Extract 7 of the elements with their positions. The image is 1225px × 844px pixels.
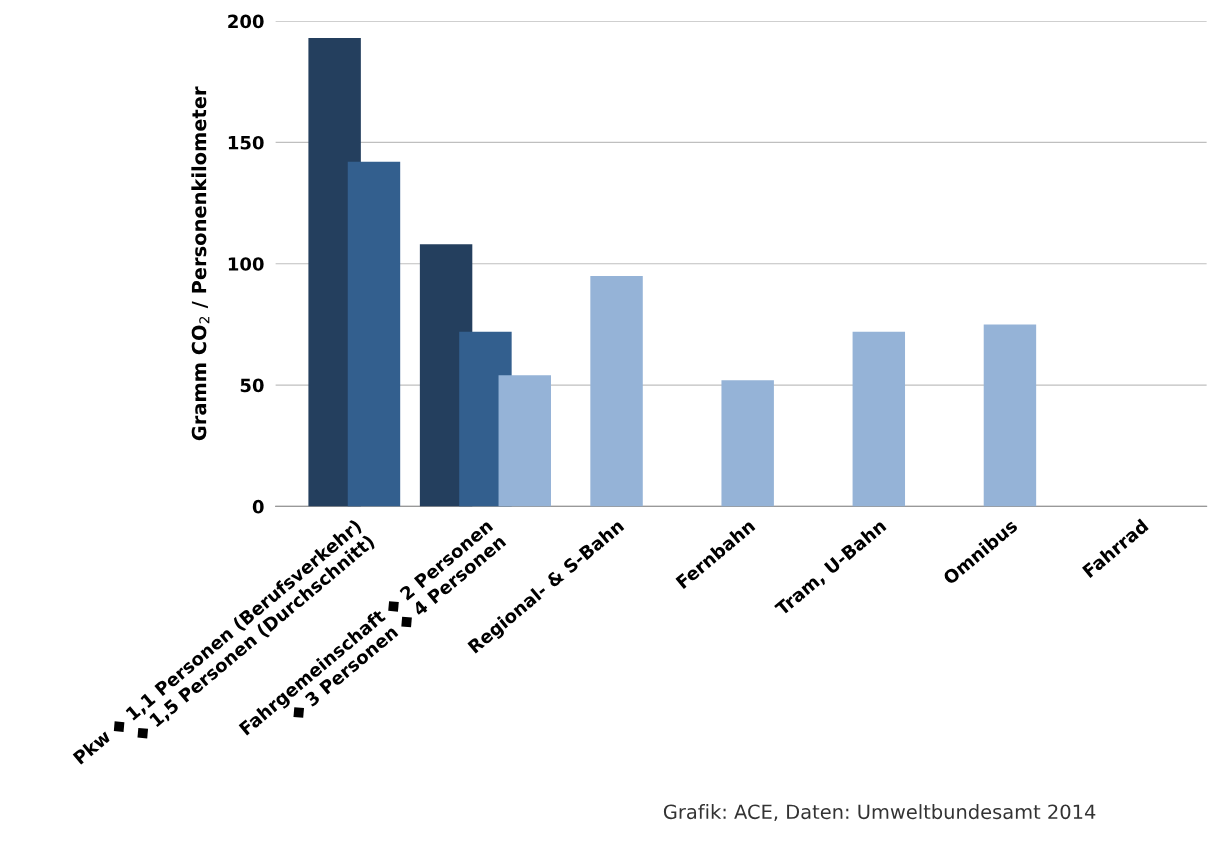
y-tick-label: 50 (240, 378, 264, 393)
y-axis-title: Gramm CO$_{2}$ / Personenkilometer (191, 86, 210, 441)
text: Grafik: ACE, Daten: Umweltbundesamt 2014 (663, 804, 1096, 822)
y-tick-label: 200 (228, 14, 264, 29)
y-tick-label: 100 (228, 257, 264, 271)
y-tick-label: 150 (228, 135, 264, 150)
y-tick-label: 0 (252, 499, 264, 514)
